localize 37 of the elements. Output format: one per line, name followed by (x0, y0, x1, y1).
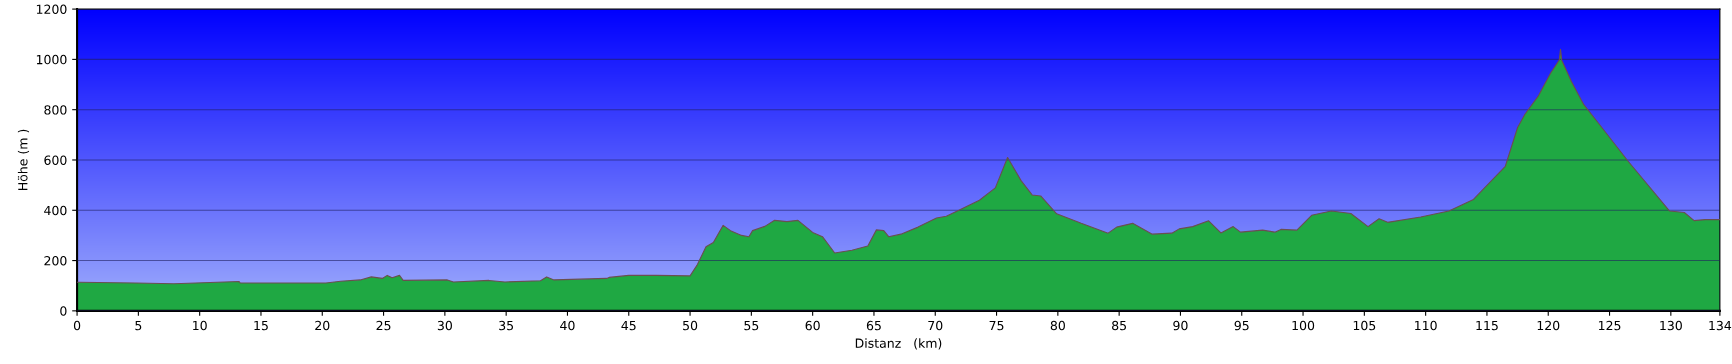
x-tick-label: 115 (1476, 320, 1498, 331)
y-tick-label: 600 (44, 155, 67, 165)
x-tick-label: 15 (254, 320, 268, 331)
x-tick-label: 105 (1353, 320, 1376, 331)
x-tick-label: 125 (1598, 320, 1621, 331)
x-tick-label: 20 (315, 320, 330, 331)
x-tick-label: 55 (744, 320, 759, 331)
x-tick-label: 100 (1292, 320, 1315, 331)
x-tick-label: 110 (1415, 320, 1437, 331)
x-tick-label: 30 (437, 320, 452, 331)
x-tick-label: 0 (73, 320, 81, 331)
x-tick-label: 40 (560, 320, 575, 331)
x-tick-label: 70 (928, 320, 943, 331)
y-tick-label: 400 (44, 205, 67, 216)
x-tick-label: 95 (1234, 320, 1249, 331)
y-tick-label: 1000 (36, 54, 67, 65)
x-tick-label: 45 (621, 320, 636, 331)
x-tick-label: 65 (866, 320, 881, 331)
x-tick-label: 120 (1537, 320, 1560, 331)
x-tick-label: 130 (1660, 320, 1682, 331)
x-tick-label: 90 (1173, 320, 1188, 331)
x-tick-label: 5 (135, 320, 142, 331)
x-tick-label: 134 (1709, 320, 1732, 331)
x-tick-label: 75 (989, 320, 1004, 331)
y-tick-label: 800 (44, 105, 67, 115)
x-tick-label: 25 (376, 320, 391, 331)
x-tick-label: 80 (1050, 320, 1065, 331)
x-tick-label: 85 (1112, 320, 1127, 331)
x-tick-label: 35 (499, 320, 514, 331)
x-tick-label: 60 (805, 320, 820, 331)
x-tick-label: 50 (683, 320, 698, 331)
x-axis-title: Distanz (km) (855, 338, 942, 350)
y-tick-label: 0 (60, 306, 67, 316)
y-tick-label: 1200 (36, 4, 67, 15)
y-axis-title: Höhe (m ) (17, 129, 30, 191)
y-tick-label: 200 (44, 256, 67, 266)
x-tick-label: 10 (193, 320, 207, 331)
